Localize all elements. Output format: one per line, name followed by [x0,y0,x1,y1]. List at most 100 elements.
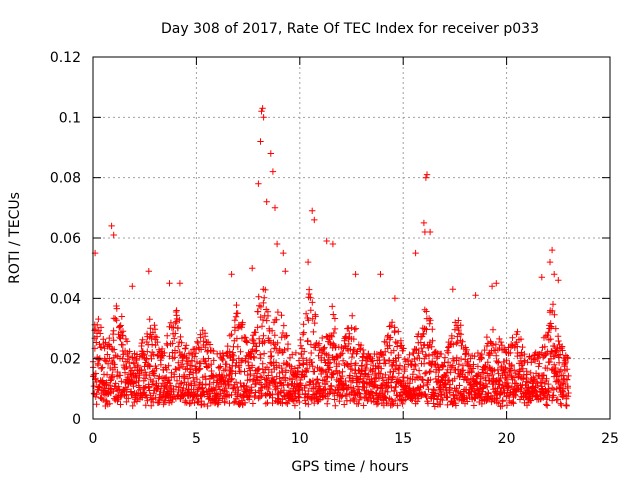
data-point [309,207,316,214]
data-point [409,371,417,378]
data-point [256,302,263,309]
data-point [447,369,454,376]
data-point [510,400,517,407]
data-point [196,366,203,373]
data-point [153,334,160,341]
data-point [266,381,274,389]
data-point [544,402,551,409]
data-point [105,341,113,349]
data-point [296,391,303,398]
data-point [448,335,456,342]
data-point [322,386,329,393]
data-point [429,326,436,333]
data-point [231,317,238,324]
data-point [344,384,351,392]
data-point [400,377,407,385]
data-point [560,385,567,392]
x-tick-label: 10 [291,431,309,447]
data-point [483,333,491,341]
data-point [319,394,326,401]
data-point [305,387,312,395]
data-point [228,331,235,338]
data-point [130,360,138,367]
data-point [482,380,490,388]
data-point [178,339,185,346]
data-point [514,328,521,335]
data-point [272,379,279,386]
data-point [142,369,149,376]
data-point [234,310,241,317]
data-point [477,375,484,382]
data-point [561,375,568,383]
data-point [360,379,368,387]
data-point [267,150,274,157]
data-point [179,357,186,364]
data-point [129,283,136,290]
data-point [395,328,402,335]
data-point [309,299,316,306]
data-point [337,350,345,358]
data-point [486,352,494,359]
data-point [419,376,426,383]
data-point [117,393,124,401]
data-point [292,349,300,357]
data-point [339,380,346,387]
data-point [133,356,140,364]
data-point [157,387,164,395]
data-point [465,350,472,358]
data-point [394,402,401,409]
data-point [280,249,287,257]
data-point [232,379,240,386]
data-point [176,280,184,287]
data-point [151,322,158,329]
data-point [323,378,331,385]
data-point [230,352,237,360]
data-point [324,395,332,402]
data-point [219,356,227,364]
data-point [228,271,235,278]
data-point [348,366,356,373]
data-point [111,364,119,371]
data-point [358,362,366,370]
data-point [148,402,155,409]
data-point [423,308,430,315]
data-point [178,379,185,387]
data-point [304,337,312,344]
data-point [258,323,266,330]
data-point [509,398,517,406]
data-point [174,324,182,332]
data-point [119,341,126,349]
tick-labels: 0 5 10 15 20 25 0 0.02 0.04 0.06 0.08 0.1 0.12 [50,50,619,447]
data-point [272,386,279,393]
data-point [474,363,482,370]
data-point [346,372,354,379]
data-point [395,354,402,361]
data-point [258,108,265,115]
data-point [412,362,419,370]
data-point [394,339,401,347]
data-point [296,362,303,369]
data-point [151,372,158,379]
data-point [555,359,563,366]
data-point [184,358,192,365]
data-point [565,372,572,380]
data-point [235,387,242,394]
data-point [278,312,285,319]
data-point [330,311,337,318]
data-point [551,361,558,368]
data-point [304,365,311,372]
data-point [202,381,209,389]
data-point [205,355,212,362]
data-point [139,336,146,343]
data-point [113,317,120,324]
data-point [191,399,198,406]
data-point [150,390,157,397]
grid-lines [93,57,610,419]
data-point [429,358,436,365]
data-point [455,361,463,368]
data-point [146,363,154,370]
data-point [199,384,206,391]
data-point [183,342,190,349]
data-point [254,308,262,315]
data-point [415,395,422,402]
